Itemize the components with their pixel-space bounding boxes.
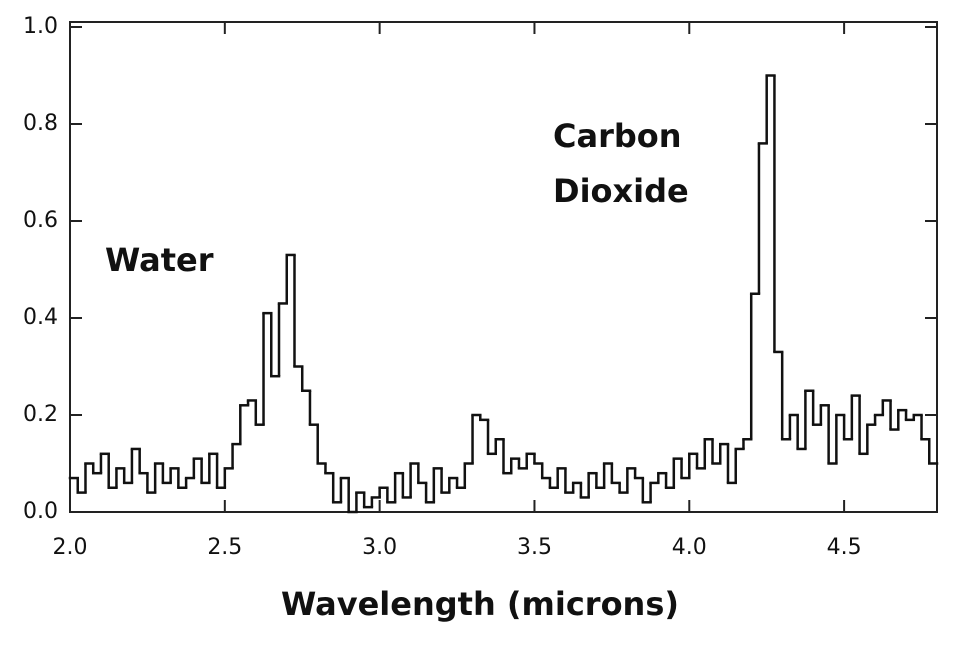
y-tick-label: 0.6 <box>23 208 58 233</box>
x-tick-label: 4.0 <box>672 535 707 560</box>
step-connectors <box>76 75 931 512</box>
y-tick-label: 0.0 <box>23 499 58 524</box>
x-tick-label: 3.0 <box>362 535 397 560</box>
plot-frame <box>69 21 938 513</box>
x-tick-label: 4.5 <box>827 535 862 560</box>
x-tick-label: 2.0 <box>53 535 88 560</box>
annotation: Water <box>105 241 214 279</box>
y-tick-label: 1.0 <box>23 14 58 39</box>
annotation: Dioxide <box>553 172 689 210</box>
annotation: Carbon <box>553 117 682 155</box>
x-axis-label: Wavelength (microns) <box>281 585 679 623</box>
y-tick-label: 0.2 <box>23 402 58 427</box>
x-tick-label: 3.5 <box>517 535 552 560</box>
x-tick-label: 2.5 <box>207 535 242 560</box>
y-tick-label: 0.8 <box>23 111 58 136</box>
y-tick-label: 0.4 <box>23 305 58 330</box>
